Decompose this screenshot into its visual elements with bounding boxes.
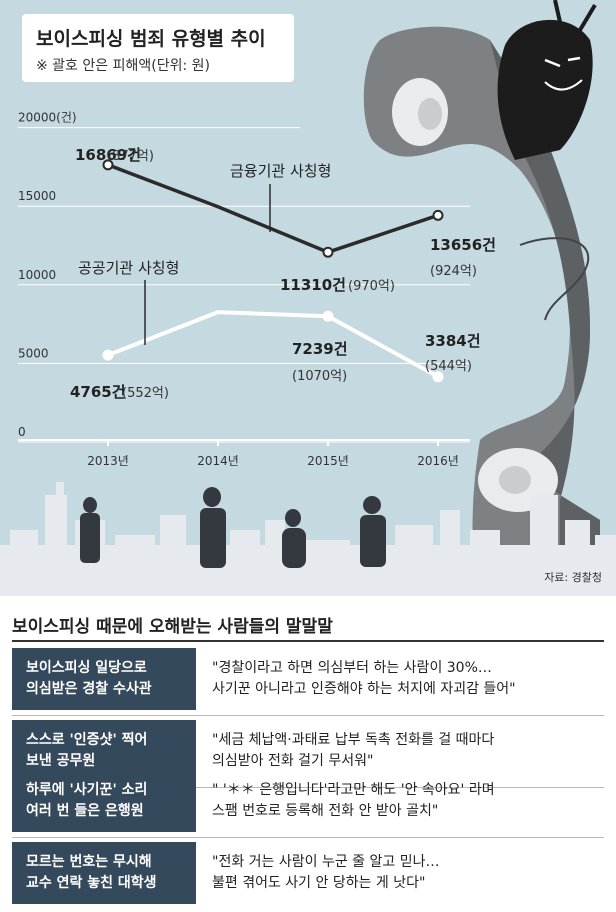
- quote-speaker-line: 의심받은 경찰 수사관: [26, 681, 152, 697]
- data-damage-label: (877억): [107, 149, 154, 164]
- data-point: [102, 159, 114, 171]
- quote-speaker-line: 보이스피싱 일당으로: [26, 660, 147, 676]
- data-value-label: 16869건: [75, 146, 141, 164]
- x-tick-label: 2016년: [417, 454, 459, 468]
- quote-speaker-line: 교수 연락 놓친 대학생: [26, 875, 157, 891]
- data-point: [432, 371, 444, 383]
- series-name-label: 금융기관 사칭형: [230, 162, 331, 180]
- quote-speaker: 하루에 '사기꾼' 소리 여러 번 들은 은행원: [12, 770, 196, 832]
- quote-speaker-line: 여러 번 들은 은행원: [26, 803, 144, 819]
- x-tick-label: 2014년: [197, 454, 239, 468]
- data-damage-label: (924억): [430, 264, 477, 279]
- series-name-label: 공공기관 사칭형: [78, 259, 179, 277]
- data-value-label: 4765건: [70, 383, 126, 401]
- quote-text: "경찰이라고 하면 의심부터 하는 사람이 30%… 사기꾼 아니라고 인증해야…: [212, 648, 604, 710]
- series-line: [107, 310, 439, 379]
- data-damage-label: (552억): [122, 386, 169, 401]
- quote-row: 보이스피싱 일당으로 의심받은 경찰 수사관 "경찰이라고 하면 의심부터 하는…: [12, 648, 604, 710]
- quote-text: "세금 체납액·과태료 납부 독촉 전화를 걸 때마다 의심받아 전화 걸기 무…: [212, 720, 604, 782]
- x-tick-label: 2013년: [87, 454, 129, 468]
- chart-grid: [18, 127, 470, 446]
- data-value-label: 7239건: [292, 340, 348, 358]
- quote-line: 스팸 번호로 등록해 전화 안 받아 골치": [212, 803, 439, 819]
- y-tick-label: 5000: [18, 346, 49, 360]
- chart-axis-ticks: 20000(건) 15000 10000 5000 0 2013년 2014년 2015년 20…: [18, 111, 459, 468]
- data-point: [102, 349, 114, 361]
- quote-line: 의심받아 전화 걸기 무서워": [212, 753, 374, 769]
- quote-line: "전화 거는 사람이 누군 줄 알고 믿나…: [212, 854, 440, 870]
- quote-text: "전화 거는 사람이 누군 줄 알고 믿나… 불편 겪어도 사기 안 당하는 게…: [212, 842, 604, 904]
- y-tick-label: 0: [18, 425, 26, 439]
- y-tick-label: 20000(건): [18, 111, 77, 125]
- quote-speaker: 모르는 번호는 무시해 교수 연락 놓친 대학생: [12, 842, 196, 904]
- chart-canvas: 20000(건) 15000 10000 5000 0 2013년 2014년 2015년 20…: [0, 0, 616, 596]
- chart-panel: 20000(건) 15000 10000 5000 0 2013년 2014년 2015년 20…: [0, 0, 616, 596]
- series-line: [107, 163, 439, 254]
- data-point: [322, 310, 334, 322]
- quotes-title-rule: [12, 640, 604, 642]
- data-damage-label: (1070억): [292, 369, 347, 384]
- data-damage-label: (544억): [425, 359, 472, 374]
- quote-row: 스스로 '인증샷' 찍어 보낸 공무원 "세금 체납액·과태료 납부 독촉 전화…: [12, 720, 604, 782]
- quote-row: 모르는 번호는 무시해 교수 연락 놓친 대학생 "전화 거는 사람이 누군 줄…: [12, 842, 604, 904]
- quote-row: 하루에 '사기꾼' 소리 여러 번 들은 은행원 " '＊＊ 은행입니다'라고만…: [12, 770, 604, 832]
- quote-line: "세금 체납액·과태료 납부 독촉 전화를 걸 때마다: [212, 732, 495, 748]
- data-point: [322, 246, 334, 258]
- source-note: 자료: 경찰청: [544, 571, 602, 584]
- quote-line: 불편 겪어도 사기 안 당하는 게 낫다": [212, 875, 426, 891]
- data-value-label: 3384건: [425, 332, 481, 350]
- quotes-title: 보이스피싱 때문에 오해받는 사람들의 말말말: [12, 617, 333, 637]
- quote-speaker-line: 하루에 '사기꾼' 소리: [26, 782, 148, 798]
- quote-speaker-line: 모르는 번호는 무시해: [26, 854, 152, 870]
- data-value-label: 13656건: [430, 236, 496, 254]
- quote-divider: [12, 787, 604, 788]
- quote-line: " '＊＊ 은행입니다'라고만 해도 '안 속아요' 라며: [212, 782, 495, 798]
- data-point: [432, 209, 444, 221]
- chart-title: 보이스피싱 범죄 유형별 추이: [36, 28, 266, 50]
- chart-series: [102, 159, 444, 383]
- y-tick-label: 10000: [18, 268, 56, 282]
- quote-speaker-line: 보낸 공무원: [26, 753, 96, 769]
- people-silhouettes: [80, 487, 386, 568]
- telephone-handset-illustration: [363, 0, 600, 596]
- chart-subtitle: ※ 괄호 안은 피해액(단위: 원): [36, 58, 210, 74]
- quote-speaker: 보이스피싱 일당으로 의심받은 경찰 수사관: [12, 648, 196, 710]
- quote-divider: [12, 715, 604, 716]
- chart-title-box: 보이스피싱 범죄 유형별 추이 ※ 괄호 안은 피해액(단위: 원): [22, 14, 294, 82]
- quote-text: " '＊＊ 은행입니다'라고만 해도 '안 속아요' 라며 스팸 번호로 등록해…: [212, 770, 604, 832]
- quote-line: 사기꾼 아니라고 인증해야 하는 처지에 자괴감 들어": [212, 681, 516, 697]
- x-tick-label: 2015년: [307, 454, 349, 468]
- y-tick-label: 15000: [18, 189, 56, 203]
- quote-divider: [12, 837, 604, 838]
- data-value-label: 11310건: [280, 276, 346, 294]
- quote-line: "경찰이라고 하면 의심부터 하는 사람이 30%…: [212, 660, 492, 676]
- chart-data-labels: 16869건(877억) 11310건 (970억) 13656건 (924억) 4765…: [70, 146, 496, 401]
- data-damage-label: (970억): [348, 279, 395, 294]
- quote-speaker-line: 스스로 '인증샷' 찍어: [26, 732, 148, 748]
